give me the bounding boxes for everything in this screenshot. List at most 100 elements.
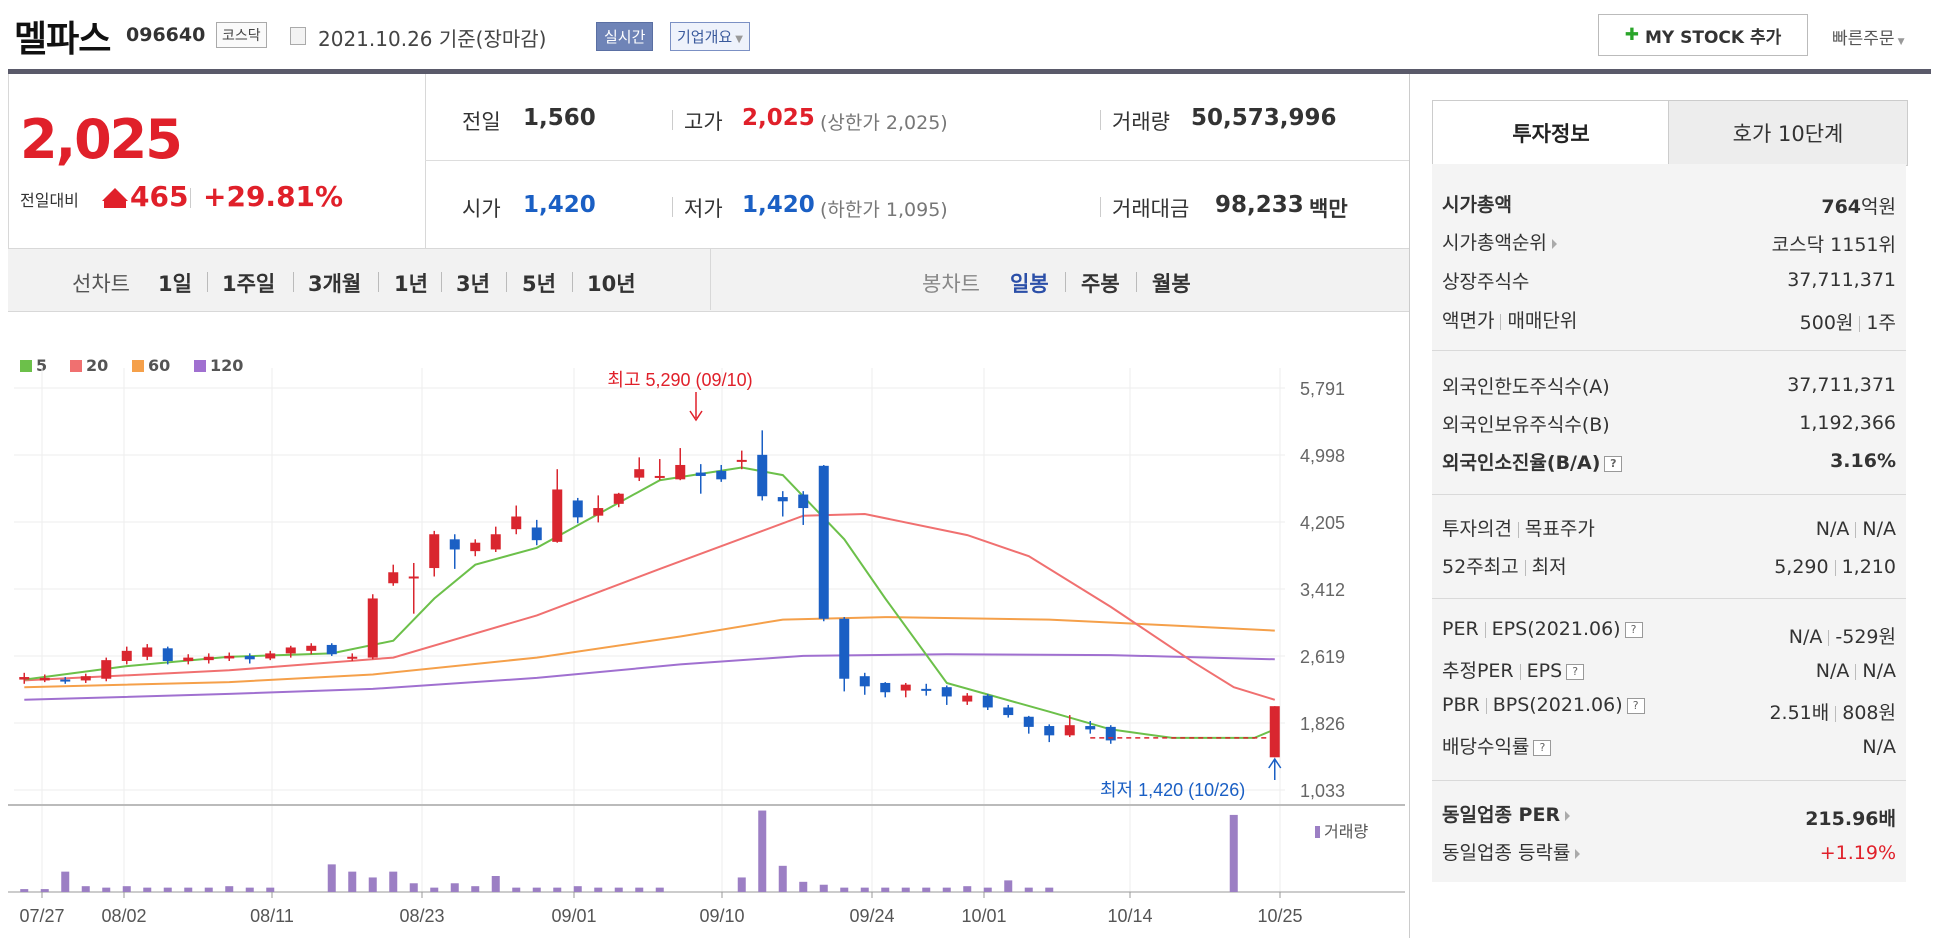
help-icon[interactable]: ? — [1626, 697, 1645, 714]
high-label: 고가 — [684, 110, 723, 134]
tab-daily[interactable]: 일봉 — [1010, 272, 1049, 296]
x-tick-label: 08/11 — [250, 906, 294, 926]
volume-bar — [40, 889, 49, 892]
legend-swatch-ma5 — [20, 360, 32, 372]
candle-body — [900, 684, 911, 691]
period-tab-bar — [8, 248, 1409, 312]
candle-body — [757, 454, 768, 497]
up-arrow-icon — [102, 188, 128, 201]
candle-body — [449, 539, 460, 550]
quick-order-dropdown[interactable]: 빠른주문 ▼ — [1832, 24, 1904, 49]
help-icon[interactable]: ? — [1624, 621, 1643, 638]
candle-body — [490, 534, 501, 550]
change-amount: 465 — [130, 180, 189, 213]
amount-unit: 백만 — [1309, 197, 1348, 221]
volume-bar — [840, 887, 849, 892]
candle-body — [121, 650, 132, 661]
separator — [190, 188, 191, 208]
volume-bar — [532, 887, 541, 892]
legend-swatch-ma60 — [132, 360, 144, 372]
volume-value: 50,573,996 — [1191, 105, 1337, 131]
company-overview-dropdown[interactable]: 기업개요 ▼ — [670, 22, 750, 51]
section-divider — [1432, 494, 1906, 495]
peer-chg-label-row[interactable]: 동일업종 등락률 — [1442, 838, 1581, 865]
target-label: 목표주가 — [1524, 518, 1595, 540]
high-arrow-head — [689, 410, 703, 422]
w52-value-row: 5,290 1,210 — [1774, 556, 1896, 578]
x-tick-label: 09/24 — [849, 906, 894, 926]
tab-3month[interactable]: 3개월 — [308, 272, 362, 296]
tab-3year[interactable]: 3년 — [456, 272, 490, 296]
tab-1day[interactable]: 1일 — [158, 272, 192, 296]
rank-label-row[interactable]: 시가총액순위 — [1442, 228, 1557, 255]
price-chart[interactable]: 5,791 4,998 4,205 3,412 2,619 1,826 1,033 07/27… — [0, 0, 1409, 938]
eps-label: EPS(2021.06) — [1491, 618, 1621, 640]
div-value: N/A — [1862, 736, 1896, 758]
stock-code: 096640 — [126, 24, 206, 46]
candle-body — [224, 655, 235, 659]
add-mystock-label: MY STOCK 추가 — [1644, 27, 1782, 48]
volume-bar — [143, 887, 152, 892]
volume-bar — [430, 887, 439, 892]
candle-body — [1085, 726, 1096, 730]
candle-body — [552, 489, 563, 542]
add-mystock-button[interactable]: ✚ MY STOCK 추가 — [1598, 14, 1808, 56]
unit-value: 1주 — [1866, 312, 1896, 334]
volume-label: 거래량 — [1112, 110, 1170, 134]
candle-body — [777, 497, 788, 502]
candle-body — [285, 647, 296, 654]
volume-bar — [20, 889, 29, 892]
tab-1year[interactable]: 1년 — [394, 272, 428, 296]
header-divider — [8, 69, 1931, 74]
arrow-right-icon — [1551, 238, 1557, 249]
foreign-limit-value: 37,711,371 — [1787, 374, 1896, 396]
volume-bar — [1024, 887, 1033, 892]
volume-bar — [61, 871, 70, 892]
help-icon[interactable]: ? — [1533, 739, 1552, 756]
tab-weekly[interactable]: 주봉 — [1081, 272, 1120, 296]
candle-body — [921, 688, 932, 691]
candle-body — [736, 459, 747, 462]
market-cap-label: 시가총액 — [1442, 194, 1512, 216]
realtime-button[interactable]: 실시간 — [596, 22, 654, 51]
market-cap-value: 764 — [1821, 196, 1862, 218]
candle-body — [839, 618, 850, 679]
tab-10year[interactable]: 10년 — [587, 272, 636, 296]
candle-body — [162, 648, 173, 661]
company-overview-label: 기업개요 — [677, 28, 733, 46]
separator — [1100, 197, 1101, 217]
candle-body — [429, 534, 440, 569]
help-icon[interactable]: ? — [1566, 663, 1585, 680]
help-icon[interactable]: ? — [1604, 455, 1623, 472]
arrow-right-icon — [1575, 848, 1581, 859]
y-tick-label: 2,619 — [1300, 647, 1345, 667]
tab-invest-info[interactable]: 투자정보 — [1432, 100, 1670, 165]
est-per-value: N/A — [1815, 660, 1850, 682]
stock-name: 멜파스 — [14, 19, 111, 60]
legend-swatch-ma120 — [194, 360, 206, 372]
separator — [1828, 629, 1830, 646]
div-label-row: 배당수익률? — [1442, 732, 1552, 759]
peer-chg-value: +1.19% — [1819, 842, 1896, 864]
w52-low-value: 1,210 — [1841, 556, 1896, 578]
amount-label: 거래대금 — [1112, 197, 1190, 221]
separator — [441, 272, 442, 292]
volume-bar — [163, 887, 172, 892]
candle-body — [593, 508, 604, 516]
volume-bar — [819, 884, 828, 892]
x-tick-label: 07/27 — [19, 906, 64, 926]
volume-bar — [983, 887, 992, 892]
candle-body — [60, 679, 71, 682]
peer-per-label-row[interactable]: 동일업종 PER — [1442, 800, 1571, 827]
tab-1week[interactable]: 1주일 — [222, 272, 276, 296]
tab-orderbook[interactable]: 호가 10단계 — [1668, 100, 1908, 166]
ma60-line — [24, 616, 1275, 689]
document-icon[interactable] — [290, 27, 306, 45]
candle-body — [1044, 726, 1055, 736]
w52-label-row: 52주최고 최저 — [1442, 552, 1567, 579]
separator — [1855, 521, 1857, 538]
opinion-label-row: 투자의견 목표주가 — [1442, 514, 1595, 541]
tab-monthly[interactable]: 월봉 — [1152, 272, 1191, 296]
candle-body — [531, 527, 542, 541]
tab-5year[interactable]: 5년 — [522, 272, 556, 296]
